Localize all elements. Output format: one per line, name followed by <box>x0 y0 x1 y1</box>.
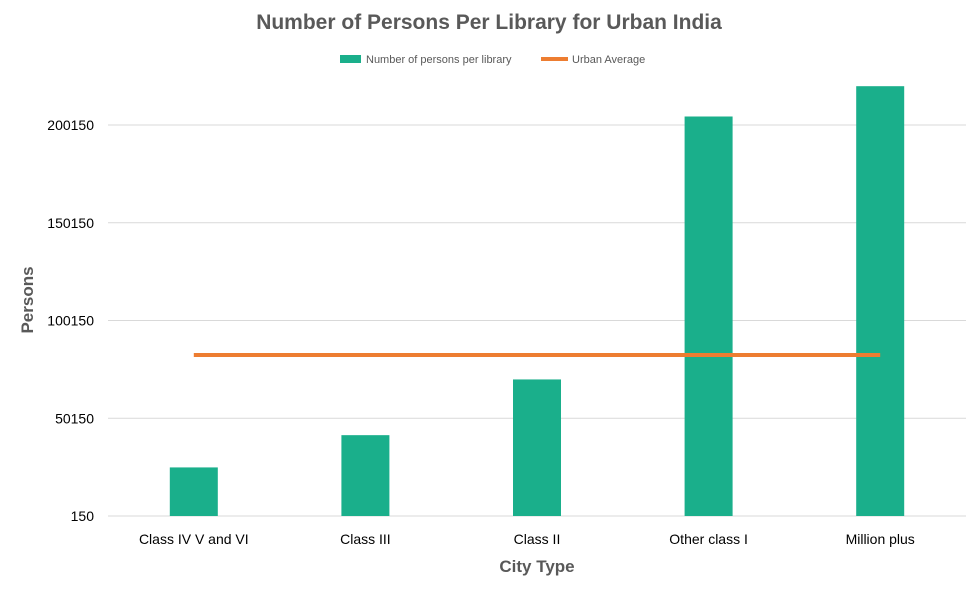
bar-class-iv-v-and-vi <box>169 467 218 516</box>
bar-class-ii <box>513 379 561 516</box>
x-tick-label-class-iv-v-and-vi: Class IV V and VI <box>139 531 249 547</box>
y-tick-label-100150: 100150 <box>47 313 94 329</box>
x-axis-title: City Type <box>499 557 574 576</box>
x-axis-tick-labels: Class IV V and VI Class III Class II Other … <box>139 531 915 547</box>
x-tick-label-other-class-i: Other class I <box>669 531 748 547</box>
legend: Number of persons per library Urban Aver… <box>340 54 645 66</box>
legend-label-average-line: Urban Average <box>572 54 645 66</box>
x-tick-label-class-ii: Class II <box>514 531 561 547</box>
chart-title: Number of Persons Per Library for Urban … <box>256 11 722 34</box>
bars <box>169 86 905 517</box>
bar-class-iii <box>341 435 390 516</box>
y-tick-label-150: 150 <box>71 508 95 524</box>
x-tick-label-million-plus: Million plus <box>846 531 915 547</box>
y-tick-label-50150: 50150 <box>55 410 94 426</box>
legend-label-bars: Number of persons per library <box>366 54 512 66</box>
y-axis-title: Persons <box>18 266 37 333</box>
bar-million-plus <box>856 86 905 517</box>
y-tick-label-200150: 200150 <box>47 117 94 133</box>
x-tick-label-class-iii: Class III <box>340 531 391 547</box>
y-tick-label-150150: 150150 <box>47 215 94 231</box>
y-axis-tick-labels: 150 50150 100150 150150 200150 <box>47 117 94 524</box>
bar-other-class-i <box>684 116 733 516</box>
legend-swatch-bars <box>340 55 361 63</box>
